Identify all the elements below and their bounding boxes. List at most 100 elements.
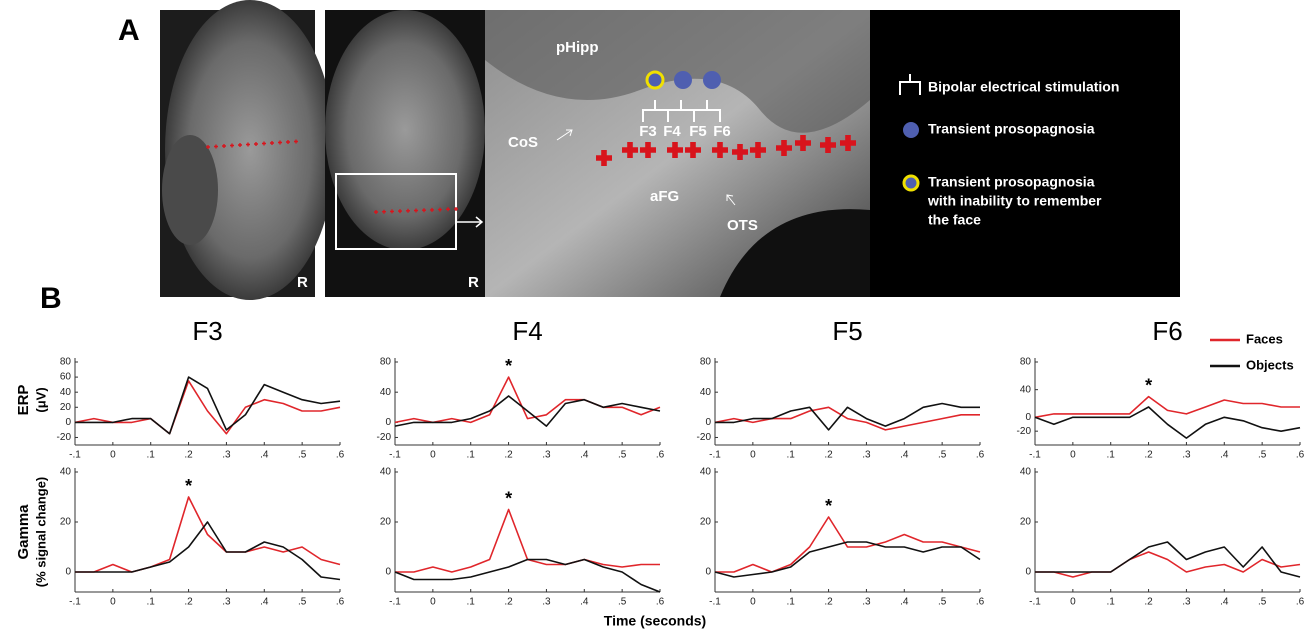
site-marker — [703, 71, 721, 89]
electrode — [732, 144, 748, 160]
x-tick-label: .3 — [542, 597, 551, 608]
electrode — [238, 143, 242, 147]
electrode — [454, 207, 458, 211]
electrode — [840, 135, 856, 151]
y-tick-label: 0 — [1025, 412, 1031, 423]
x-tick-label: .3 — [1182, 597, 1191, 608]
mri-zoom-shape — [485, 10, 870, 133]
x-tick-label: .4 — [1220, 597, 1229, 608]
electrode — [374, 210, 378, 214]
electrode — [430, 207, 434, 212]
x-tick-label: .6 — [656, 597, 665, 608]
row-label-text: ERP — [15, 385, 32, 416]
series-line — [394, 395, 661, 427]
significance-marker: * — [185, 476, 192, 496]
x-tick-label: .2 — [1144, 450, 1153, 461]
site-marker — [674, 71, 692, 89]
y-tick-label: 40 — [60, 467, 72, 478]
y-tick-label: 20 — [60, 517, 72, 528]
x-tick-label: .6 — [656, 450, 665, 461]
x-tick-label: .5 — [938, 597, 947, 608]
row-label: ERP (μV) — [15, 385, 48, 416]
x-tick-label: .4 — [900, 450, 909, 461]
y-tick-label: 40 — [700, 467, 712, 478]
x-tick-label: 0 — [430, 450, 436, 461]
contact-label: F4 — [663, 123, 681, 140]
electrode — [206, 145, 210, 149]
series-line — [75, 521, 341, 581]
x-tick-label: .2 — [824, 597, 833, 608]
x-tick-label: -.1 — [709, 450, 721, 461]
legend-label: the face — [928, 212, 981, 228]
series-line — [394, 376, 661, 424]
chart-title: F3 — [192, 316, 222, 346]
series-line — [714, 541, 981, 578]
legend-label: Transient prosopagnosia — [928, 121, 1095, 137]
contact-label: F5 — [689, 123, 707, 140]
x-tick-label: .6 — [976, 450, 985, 461]
x-tick-label: .1 — [147, 450, 156, 461]
x-tick-label: .5 — [1258, 597, 1267, 608]
y-tick-label: 0 — [65, 417, 71, 428]
y-tick-label: 40 — [60, 387, 72, 398]
chart: 0 20 40 -.1 0 .1 .2 .3 .4 .5 .6 — [1020, 467, 1305, 608]
significance-marker: * — [505, 488, 512, 508]
x-tick-label: .1 — [787, 597, 796, 608]
x-tick-label: .6 — [1296, 597, 1305, 608]
row-label-text: Gamma — [15, 504, 32, 560]
series-line — [1035, 541, 1301, 578]
chart: F4 -20 0 40 80 -.1 0 .1 .2 .3 .4 .5 .6 * — [377, 316, 665, 461]
y-tick-label: 20 — [60, 402, 72, 413]
x-tick-label: -.1 — [389, 450, 401, 461]
chart-title: F5 — [832, 316, 862, 346]
x-tick-label: .1 — [467, 597, 476, 608]
y-tick-label: -20 — [697, 432, 712, 443]
series-line — [395, 508, 660, 573]
chart: 0 20 40 -.1 0 .1 .2 .3 .4 .5 .6 * — [60, 467, 345, 608]
x-tick-label: 0 — [1070, 450, 1076, 461]
site-marker — [645, 70, 665, 90]
x-tick-label: .4 — [580, 450, 589, 461]
electrode — [712, 142, 728, 158]
y-tick-label: 40 — [700, 387, 712, 398]
electrode — [795, 135, 811, 151]
electrode — [414, 208, 418, 213]
legend-label: with inability to remember — [927, 193, 1102, 209]
chart-title: F4 — [512, 316, 542, 346]
x-tick-label: .1 — [147, 597, 156, 608]
y-tick-label: 0 — [385, 567, 391, 578]
zoom-arrow — [456, 216, 484, 228]
x-tick-label: .2 — [184, 450, 193, 461]
x-tick-label: .3 — [862, 597, 871, 608]
y-tick-label: 40 — [1020, 384, 1032, 395]
electrode — [667, 142, 683, 158]
row-label: Gamma (% signal change) — [15, 477, 48, 588]
pointer-arrow — [726, 194, 736, 206]
electrode — [750, 142, 766, 158]
legend-marker — [902, 174, 920, 192]
series-line — [75, 496, 341, 573]
electrode — [406, 208, 410, 213]
significance-marker: * — [825, 496, 832, 516]
zoom-box — [335, 173, 457, 250]
x-tick-label: .2 — [504, 597, 513, 608]
mri-zoom-shape — [720, 209, 870, 297]
image-label: R — [297, 274, 308, 291]
x-tick-label: -.1 — [389, 597, 401, 608]
x-tick-label: -.1 — [1029, 450, 1041, 461]
y-tick-label: 40 — [1020, 467, 1032, 478]
pointer-arrow — [556, 129, 573, 141]
x-tick-label: .4 — [1220, 450, 1229, 461]
row-label-unit: (% signal change) — [33, 477, 48, 588]
mri-coronal-brain — [325, 10, 485, 250]
x-tick-label: .1 — [787, 450, 796, 461]
legend-label: Objects — [1246, 357, 1294, 372]
x-tick-label: .5 — [298, 450, 307, 461]
series-line — [1035, 551, 1301, 578]
chart: 0 20 40 -.1 0 .1 .2 .3 .4 .5 .6 * — [700, 467, 985, 608]
x-tick-label: .5 — [1258, 450, 1267, 461]
panel-label: B — [40, 282, 62, 315]
x-tick-label: -.1 — [69, 597, 81, 608]
chart-title: F6 — [1152, 316, 1182, 346]
electrode — [278, 140, 282, 145]
